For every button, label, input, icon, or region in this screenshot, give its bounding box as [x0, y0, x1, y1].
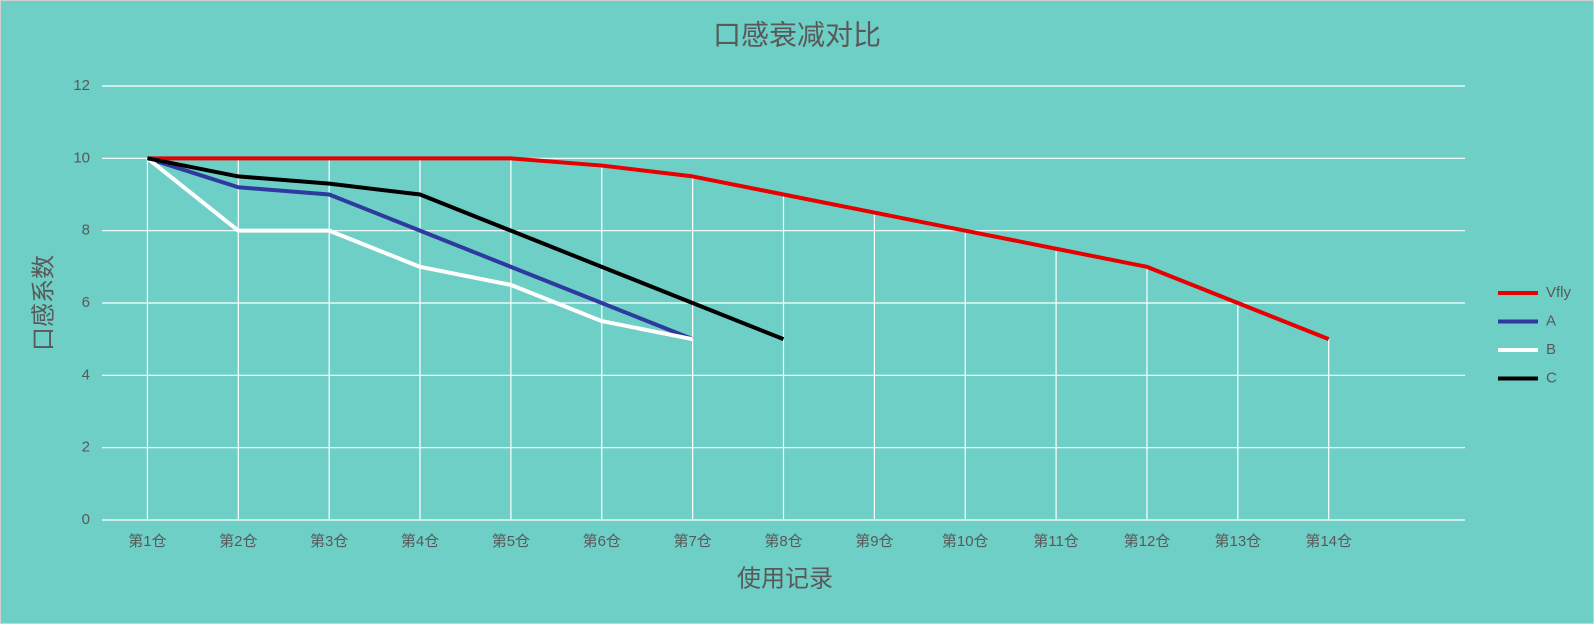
x-tick-label: 第4仓 — [401, 532, 439, 550]
x-tick-label: 第10仓 — [942, 532, 989, 550]
x-tick-label: 第11仓 — [1033, 532, 1079, 550]
y-tick-label: 2 — [82, 439, 90, 456]
legend-label: C — [1546, 369, 1557, 386]
legend-label: B — [1546, 341, 1556, 358]
series-line — [146, 156, 694, 342]
y-axis-title: 口感系数 — [30, 255, 58, 351]
y-tick-label: 10 — [73, 149, 90, 166]
x-tick-label: 第6仓 — [583, 532, 621, 550]
x-tick-label: 第3仓 — [310, 532, 348, 550]
series-line — [147, 156, 1330, 342]
y-tick-label: 4 — [82, 366, 90, 383]
x-tick-label: 第1仓 — [128, 532, 166, 550]
x-tick-label: 第9仓 — [855, 532, 893, 550]
x-tick-label: 第13仓 — [1214, 532, 1261, 550]
x-tick-label: 第5仓 — [492, 532, 530, 550]
y-tick-label: 6 — [82, 294, 90, 311]
legend-label: A — [1546, 312, 1556, 329]
x-tick-label: 第8仓 — [764, 532, 802, 550]
y-tick-label: 12 — [73, 77, 90, 94]
chart-title: 口感衰减对比 — [713, 19, 881, 52]
x-tick-label: 第7仓 — [673, 532, 711, 550]
x-tick-label: 第14仓 — [1305, 532, 1352, 550]
y-tick-label: 8 — [82, 222, 90, 239]
series-line — [146, 156, 694, 342]
y-tick-label: 0 — [82, 511, 90, 528]
legend-label: Vfly — [1546, 284, 1572, 301]
x-tick-label: 第12仓 — [1124, 532, 1171, 550]
x-axis-title: 使用记录 — [737, 565, 833, 593]
series-line — [147, 156, 785, 342]
x-tick-label: 第2仓 — [219, 532, 257, 550]
